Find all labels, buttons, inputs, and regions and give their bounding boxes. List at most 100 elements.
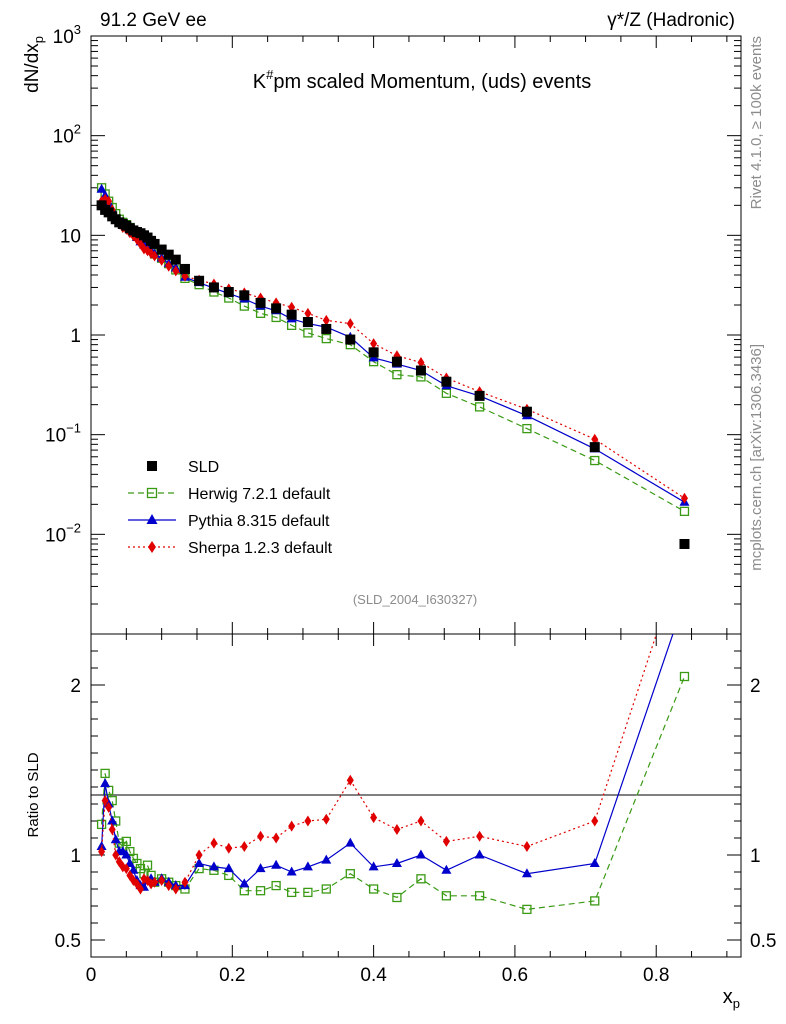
data-point-sld: [163, 249, 174, 260]
legend-marker: [146, 487, 158, 499]
ratio-y-tick-label-left: 2: [70, 676, 81, 697]
main-y-tick-label-base: 10: [45, 426, 66, 447]
ratio-point-pythia: [110, 834, 121, 844]
ratio-point-sherpa: [210, 837, 218, 849]
main-y-axis-label: dN/dxp: [22, 36, 46, 93]
data-point-sherpa: [370, 338, 378, 350]
ratio-point-sherpa: [591, 815, 599, 827]
data-point-herwig: [321, 333, 331, 344]
data-point-herwig: [255, 308, 266, 318]
ratio-point-herwig: [271, 880, 281, 891]
legend-label: Pythia 8.315 default: [188, 513, 330, 530]
ratio-series-sherpa: [98, 634, 658, 895]
ratio-point-sherpa: [346, 774, 354, 786]
ratio-point-herwig: [474, 891, 485, 901]
main-y-tick-label: 102: [53, 122, 81, 148]
series-line-sherpa: [101, 198, 685, 499]
data-point-sherpa: [165, 260, 173, 272]
data-point-sld: [321, 323, 332, 334]
ratio-point-pythia: [271, 859, 282, 869]
ratio-point-herwig: [441, 891, 452, 901]
ratio-point-herwig: [416, 874, 426, 884]
data-point-sld: [208, 282, 219, 293]
data-point-sld: [194, 275, 205, 286]
ratio-point-sherpa: [98, 846, 106, 858]
data-point-sherpa: [151, 250, 159, 262]
ratio-point-sherpa: [417, 815, 425, 827]
main-y-tick-label-exponent: −1: [66, 421, 81, 436]
main-y-tick-label: 10−1: [45, 421, 81, 447]
ratio-point-sherpa: [225, 842, 233, 854]
main-y-tick-label-base: 10: [60, 226, 81, 247]
ratio-y-tick-label-right: 1: [750, 846, 761, 867]
legend-marker: [148, 541, 156, 553]
ratio-point-pythia: [194, 858, 205, 867]
ratio-point-sherpa: [322, 813, 330, 825]
legend-marker: [146, 514, 158, 524]
ratio-point-pythia: [441, 864, 452, 874]
main-y-tick-label-base: 10: [53, 127, 74, 148]
ratio-y-tick-label-left: 0.5: [55, 931, 81, 952]
ratio-point-herwig: [121, 836, 131, 847]
main-y-tick-label-base: 10: [45, 525, 66, 546]
ratio-y-tick-label-right: 0.5: [750, 931, 776, 952]
ratio-point-sherpa: [272, 832, 280, 844]
main-y-tick-label: 103: [53, 22, 81, 48]
ratio-point-sherpa: [112, 849, 120, 861]
ratio-point-sherpa: [105, 801, 113, 813]
ratio-point-sherpa: [122, 863, 130, 875]
legend-label: Sherpa 1.2.3 default: [188, 540, 333, 557]
ratio-point-sherpa: [476, 830, 484, 842]
x-tick-label: 0.2: [219, 965, 245, 986]
main-y-tick-label-exponent: −2: [66, 520, 81, 535]
ratio-point-pythia: [107, 815, 118, 825]
ratio-point-pythia: [368, 861, 379, 871]
main-y-tick-label-base: 1: [70, 326, 81, 347]
legend-label: SLD: [188, 459, 219, 476]
ratio-point-sherpa: [101, 795, 109, 807]
main-title-base: K: [253, 71, 267, 93]
ratio-point-sherpa: [158, 875, 166, 886]
legend-item-pythia: Pythia 8.315 default: [128, 513, 330, 530]
main-series: [96, 183, 690, 549]
data-point-sld: [589, 442, 600, 453]
main-y-tick-label: 10−2: [45, 520, 81, 546]
main-title: K#pm scaled Momentum, (uds) events: [253, 67, 591, 93]
series-sld: [96, 200, 690, 549]
legend: SLD Herwig 7.2.1 default Pythia 8.315 defa…: [128, 459, 333, 557]
ratio-point-sherpa: [288, 820, 296, 832]
data-point-sherpa: [417, 356, 425, 368]
data-point-sld: [474, 390, 485, 401]
mcplots-label: mcplots.cern.ch [arXiv:1306.3436]: [748, 344, 765, 571]
ratio-point-pythia: [208, 861, 219, 871]
ratio-point-sherpa: [304, 815, 312, 827]
main-y-tick-label: 10: [60, 226, 81, 247]
ratio-point-sherpa: [151, 876, 159, 888]
ratio-point-herwig: [303, 887, 313, 898]
ratio-point-sherpa: [442, 835, 450, 847]
ratio-point-pythia: [345, 837, 356, 847]
data-point-sherpa: [105, 195, 113, 207]
ratio-point-herwig: [679, 671, 690, 682]
data-point-sld: [179, 263, 190, 274]
data-point-sld: [302, 317, 313, 328]
data-point-herwig: [441, 388, 452, 398]
ratio-point-sherpa: [370, 812, 378, 824]
ratio-point-sherpa: [108, 824, 116, 835]
series-pythia: [96, 183, 690, 506]
data-point-sld: [271, 303, 282, 314]
data-point-sld: [415, 365, 426, 376]
series-sherpa: [98, 193, 688, 504]
x-axis-label-sub: p: [733, 996, 740, 1011]
ratio-point-pythia: [391, 858, 402, 867]
data-point-sld: [149, 238, 160, 249]
data-point-herwig: [590, 455, 600, 466]
data-point-sherpa: [172, 265, 180, 277]
header-right: γ*/Z (Hadronic): [607, 10, 735, 31]
data-point-sld: [156, 244, 167, 255]
ratio-point-herwig: [142, 860, 153, 870]
ratio-point-herwig: [392, 892, 402, 903]
